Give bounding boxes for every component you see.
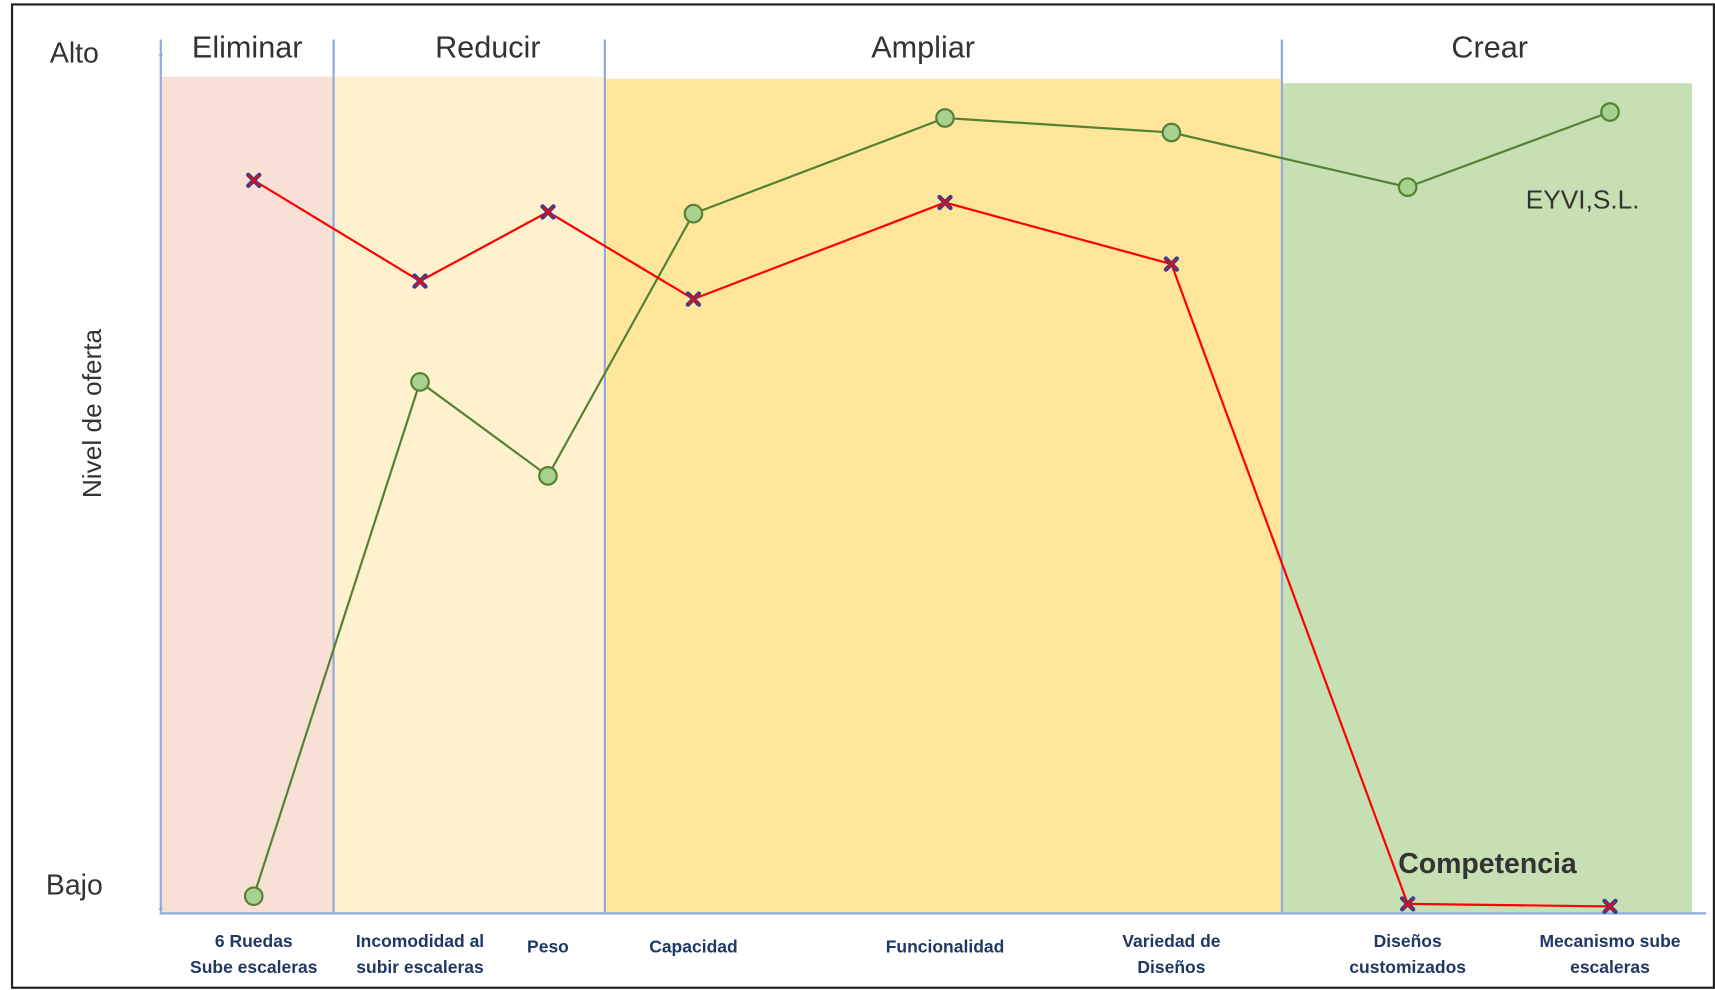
point bbox=[1397, 177, 1418, 198]
x-tick-label: Variedad de Diseños bbox=[1122, 930, 1221, 976]
point bbox=[1602, 898, 1618, 915]
point bbox=[685, 291, 702, 307]
point bbox=[1163, 256, 1180, 272]
point-cross-core bbox=[939, 197, 951, 208]
point-cross-core bbox=[1402, 898, 1413, 910]
group-label: Crear bbox=[1451, 30, 1528, 64]
group-band bbox=[161, 76, 333, 913]
group-label: Eliminar bbox=[192, 30, 303, 64]
group-band bbox=[605, 78, 1281, 913]
y-tick-label: Alto bbox=[50, 37, 99, 69]
x-tick-label: Mecanismo sube escaleras bbox=[1539, 930, 1680, 976]
x-tick-label: Incomodidad al subir escaleras bbox=[356, 930, 484, 976]
x-tick-label: Diseños customizados bbox=[1349, 930, 1466, 976]
group-label: Ampliar bbox=[871, 30, 975, 64]
series-line bbox=[252, 110, 1611, 897]
point bbox=[935, 108, 955, 128]
x-tick-label: Peso bbox=[527, 936, 569, 956]
point bbox=[412, 273, 428, 289]
point-cross-core bbox=[542, 206, 554, 218]
point bbox=[937, 194, 953, 211]
point bbox=[1600, 102, 1620, 122]
point-cross-core bbox=[1604, 901, 1616, 912]
series-label: Competencia bbox=[1398, 848, 1577, 880]
series-line bbox=[253, 179, 1611, 908]
point bbox=[246, 172, 262, 188]
y-tick-label: Bajo bbox=[46, 870, 103, 902]
y-axis-label: Nivel de oferta bbox=[77, 328, 107, 498]
x-tick-label: Capacidad bbox=[649, 936, 738, 956]
point bbox=[243, 886, 264, 907]
x-tick-label: Funcionalidad bbox=[886, 936, 1005, 956]
group-band bbox=[334, 76, 604, 913]
group-band bbox=[1282, 83, 1693, 913]
point bbox=[1400, 896, 1416, 912]
point bbox=[683, 203, 704, 224]
point-cross-core bbox=[414, 275, 426, 287]
point bbox=[538, 466, 558, 486]
point-cross-core bbox=[248, 175, 259, 186]
point-cross-core bbox=[1166, 258, 1177, 270]
point bbox=[540, 204, 556, 220]
point bbox=[1161, 122, 1182, 143]
series-label: EYVI,S.L. bbox=[1526, 184, 1640, 214]
point bbox=[410, 372, 430, 392]
x-tick-label: 6 Ruedas Sube escaleras bbox=[190, 930, 318, 976]
group-label: Reducir bbox=[435, 30, 540, 64]
point-cross-core bbox=[688, 293, 699, 305]
